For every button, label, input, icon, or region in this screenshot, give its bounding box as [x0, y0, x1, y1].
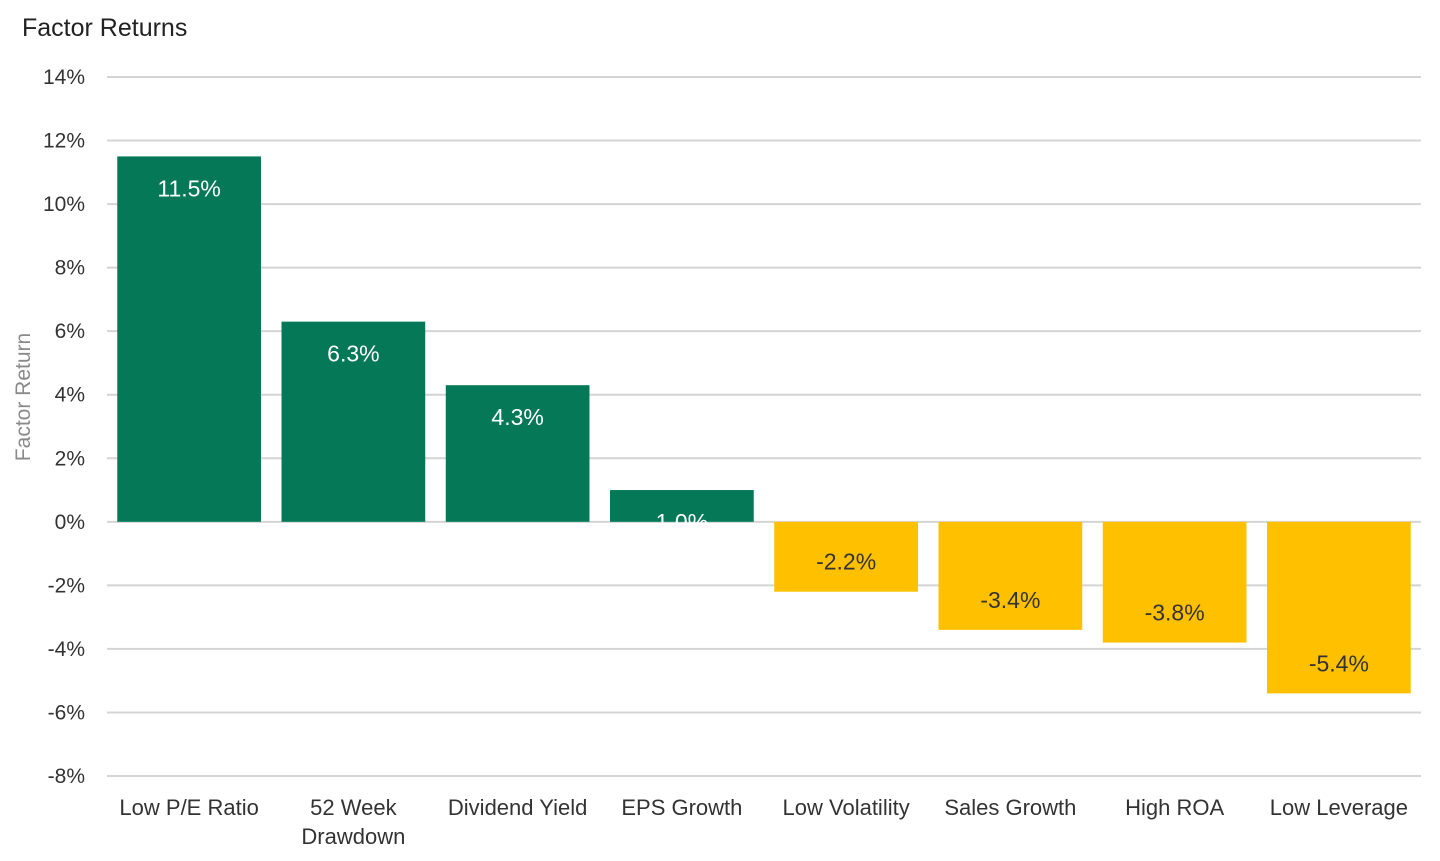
y-tick-label: 0% — [55, 511, 85, 534]
y-tick-label: -6% — [48, 701, 85, 724]
data-label: 1.0% — [656, 509, 708, 535]
bars — [117, 156, 1411, 694]
x-tick-label: Low P/E Ratio — [119, 795, 258, 820]
x-tick-label: Drawdown — [301, 824, 405, 849]
bar-high-roa — [1102, 521, 1247, 643]
x-tick-label: Sales Growth — [944, 795, 1076, 820]
data-labels: 11.5% 6.3% 4.3% 1.0% -2.2% -3.4% -3.8% -5.4% — [157, 175, 1369, 676]
data-label: -3.8% — [1145, 600, 1205, 626]
data-label: 4.3% — [491, 404, 543, 430]
data-label: -2.2% — [816, 549, 876, 575]
y-tick-label: -2% — [48, 574, 85, 597]
data-label: 11.5% — [157, 175, 221, 201]
bar-low-leverage — [1267, 521, 1411, 694]
x-axis-ticks: Low P/E Ratio 52 Week Drawdown Dividend Yie… — [119, 795, 1408, 849]
data-label: 6.3% — [327, 341, 379, 367]
y-tick-label: 6% — [55, 320, 85, 343]
y-tick-label: 8% — [55, 257, 85, 280]
data-label: -3.4% — [980, 587, 1040, 613]
y-axis-label: Factor Return — [12, 333, 35, 461]
bar-dividend-yield — [445, 385, 590, 522]
bar-52-week-drawdown — [281, 321, 426, 522]
x-tick-label: High ROA — [1125, 795, 1224, 820]
y-tick-label: -8% — [48, 765, 85, 788]
x-tick-label: 52 Week — [310, 795, 397, 820]
bar-eps-growth — [610, 490, 754, 522]
bar-low-p-e-ratio — [117, 156, 261, 522]
x-tick-label: Dividend Yield — [448, 795, 587, 820]
x-tick-label: EPS Growth — [621, 795, 742, 820]
y-tick-label: 4% — [55, 384, 85, 407]
bar-low-volatility — [774, 521, 918, 592]
y-tick-label: -4% — [48, 638, 85, 661]
data-label: -5.4% — [1309, 650, 1369, 676]
y-tick-label: 12% — [43, 130, 85, 153]
y-tick-label: 2% — [55, 447, 85, 470]
y-axis-ticks: 14% 12% 10% 8% 6% 4% 2% 0% -2% -4% -6% -8% — [43, 66, 85, 788]
x-tick-label: Low Leverage — [1270, 795, 1408, 820]
chart-title: Factor Returns — [22, 14, 187, 42]
bar-sales-growth — [938, 521, 1083, 630]
y-tick-label: 14% — [43, 66, 85, 89]
y-tick-label: 10% — [43, 193, 85, 216]
x-tick-label: Low Volatility — [783, 795, 910, 820]
